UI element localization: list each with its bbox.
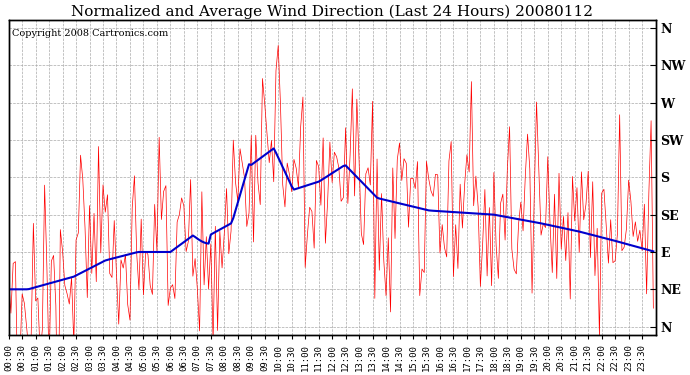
Text: Copyright 2008 Cartronics.com: Copyright 2008 Cartronics.com [12, 29, 168, 38]
Title: Normalized and Average Wind Direction (Last 24 Hours) 20080112: Normalized and Average Wind Direction (L… [71, 4, 593, 18]
